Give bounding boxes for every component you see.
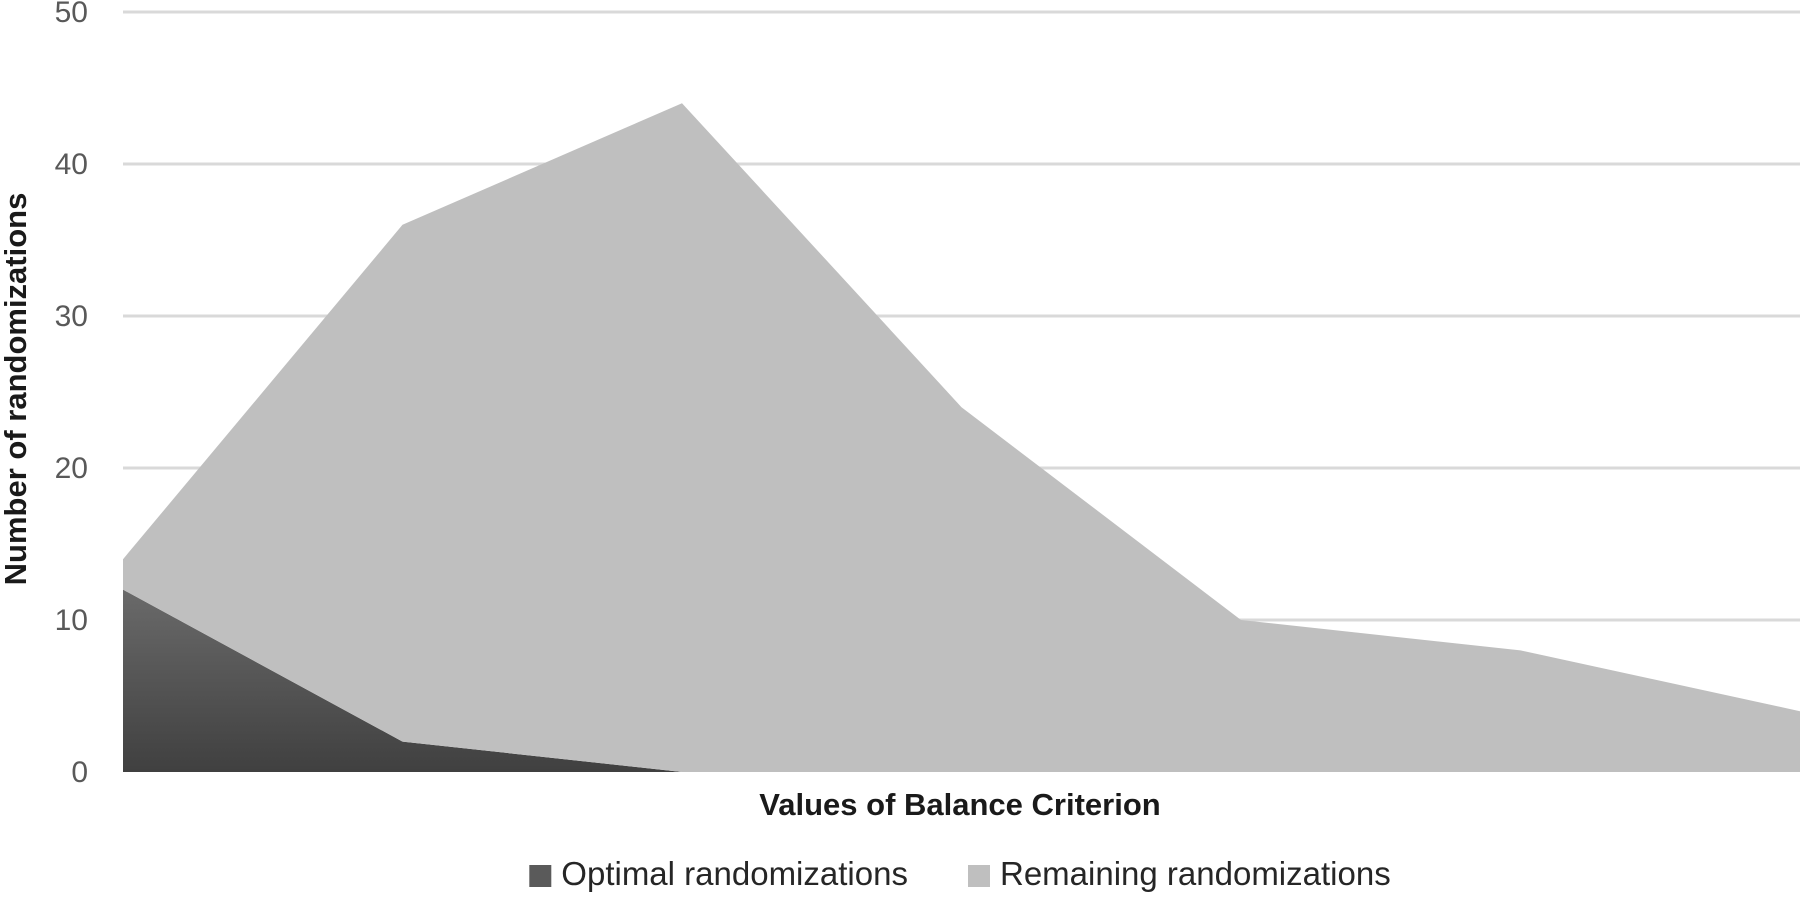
legend-swatch-remaining-randomizations [968, 865, 990, 887]
area-optimal-randomizations [123, 589, 1800, 772]
legend-label-optimal-randomizations: Optimal randomizations [561, 855, 908, 892]
y-tick-label-50: 50 [55, 0, 88, 29]
y-tick-label-30: 30 [55, 300, 88, 333]
y-tick-label-0: 0 [71, 756, 88, 789]
y-axis-tick-labels: 0 10 20 30 40 50 [55, 0, 88, 789]
legend-label-remaining-randomizations: Remaining randomizations [1000, 855, 1391, 892]
x-axis-title: Values of Balance Criterion [759, 787, 1160, 822]
area-series-group [123, 103, 1800, 772]
legend-item-optimal-randomizations: Optimal randomizations [529, 855, 908, 892]
legend: Optimal randomizations Remaining randomiz… [529, 855, 1391, 892]
area-remaining-randomizations [123, 103, 1800, 772]
y-axis-title: Number of randomizations [0, 193, 33, 586]
legend-swatch-optimal-randomizations [529, 865, 552, 887]
y-tick-label-10: 10 [55, 604, 88, 637]
legend-item-remaining-randomizations: Remaining randomizations [968, 855, 1391, 892]
y-tick-label-20: 20 [55, 452, 88, 485]
y-tick-label-40: 40 [55, 148, 88, 181]
